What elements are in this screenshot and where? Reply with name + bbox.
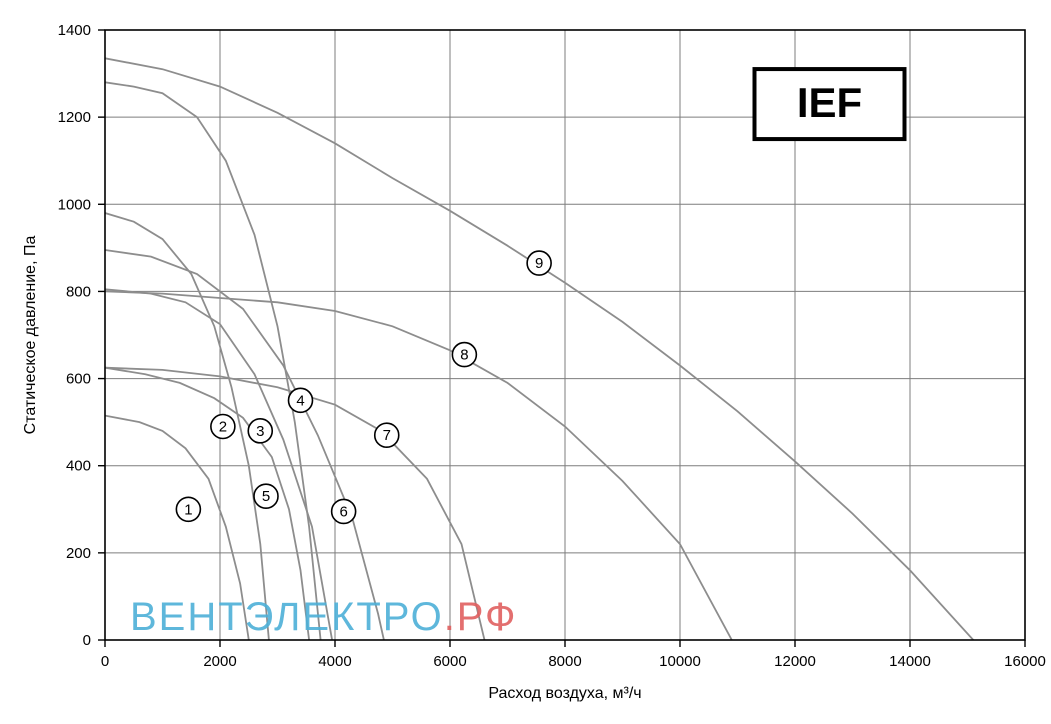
x-tick-label: 16000 (1004, 653, 1046, 670)
curve-marker-3: 3 (248, 419, 272, 443)
y-tick-label: 1200 (58, 109, 91, 126)
watermark: ВЕНТЭЛЕКТРО.РФ (130, 595, 517, 639)
curve-marker-label-3: 3 (256, 423, 264, 440)
x-tick-label: 6000 (433, 653, 466, 670)
curve-marker-7: 7 (375, 423, 399, 447)
curve-marker-8: 8 (452, 343, 476, 367)
chart-svg: 1234567890200040006000800010000120001400… (0, 0, 1051, 724)
y-tick-label: 1400 (58, 22, 91, 39)
curve-marker-label-6: 6 (339, 503, 347, 520)
x-tick-label: 0 (101, 653, 109, 670)
y-tick-label: 1000 (58, 196, 91, 213)
model-badge-text: IEF (797, 79, 862, 126)
curve-marker-5: 5 (254, 484, 278, 508)
y-tick-label: 600 (66, 371, 91, 388)
curve-marker-label-9: 9 (535, 255, 543, 272)
curve-marker-label-4: 4 (296, 392, 304, 409)
y-tick-label: 200 (66, 545, 91, 562)
x-tick-label: 14000 (889, 653, 931, 670)
curve-marker-label-1: 1 (184, 501, 192, 518)
curve-marker-label-2: 2 (219, 418, 227, 435)
watermark-part2: .РФ (444, 595, 518, 639)
x-tick-label: 10000 (659, 653, 701, 670)
y-axis-label: Статическое давление, Па (22, 236, 39, 435)
y-tick-label: 400 (66, 458, 91, 475)
fan-performance-chart: 1234567890200040006000800010000120001400… (0, 0, 1051, 724)
curve-marker-label-5: 5 (262, 488, 270, 505)
curve-marker-label-7: 7 (383, 427, 391, 444)
y-tick-label: 0 (83, 632, 91, 649)
x-tick-label: 8000 (548, 653, 581, 670)
curve-marker-4: 4 (289, 388, 313, 412)
model-badge: IEF (755, 69, 905, 139)
y-tick-label: 800 (66, 283, 91, 300)
curve-marker-label-8: 8 (460, 347, 468, 364)
x-tick-label: 4000 (318, 653, 351, 670)
x-tick-label: 2000 (203, 653, 236, 670)
curve-marker-2: 2 (211, 415, 235, 439)
curve-marker-6: 6 (332, 499, 356, 523)
x-axis-label: Расход воздуха, м³/ч (488, 685, 641, 702)
x-tick-label: 12000 (774, 653, 816, 670)
watermark-part1: ВЕНТЭЛЕКТРО (130, 595, 444, 639)
curve-marker-1: 1 (176, 497, 200, 521)
curve-marker-9: 9 (527, 251, 551, 275)
